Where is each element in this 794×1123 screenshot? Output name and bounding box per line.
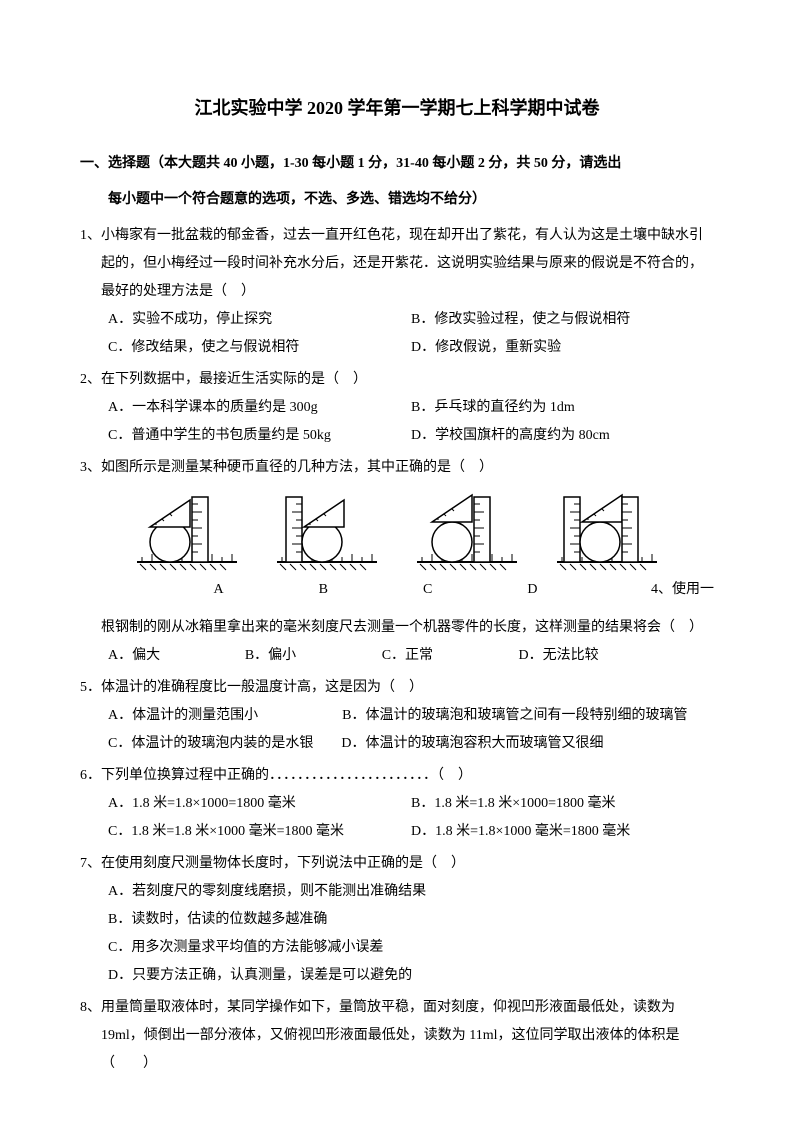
q7-body: 在使用刻度尺测量物体长度时，下列说法中正确的是（ ） [101, 856, 465, 871]
q3-label-A: A [214, 576, 224, 604]
q5-optD: D．体温计的玻璃泡容积大而玻璃管又很细 [341, 736, 603, 751]
q5-optCD: C．体温计的玻璃泡内装的是水银 D．体温计的玻璃泡容积大而玻璃管又很细 [80, 730, 714, 758]
q5-num: 5． [80, 680, 101, 695]
question-7: 7、在使用刻度尺测量物体长度时，下列说法中正确的是（ ） A．若刻度尺的零刻度线… [80, 850, 714, 990]
q1-optB: B．修改实验过程，使之与假说相符 [411, 306, 714, 334]
q2-body: 在下列数据中，最接近生活实际的是（ ） [101, 372, 367, 387]
q4-prefix-text: 使用一 [672, 582, 714, 597]
q2-num: 2、 [80, 372, 101, 387]
q3-label-B: B [319, 576, 328, 604]
q2-optA: A．一本科学课本的质量约是 300g [108, 394, 411, 422]
q5-body: 体温计的准确程度比一般温度计高，这是因为（ ） [101, 680, 423, 695]
diagram-D [552, 492, 662, 572]
q2-text: 2、在下列数据中，最接近生活实际的是（ ） [80, 366, 714, 394]
question-5: 5．体温计的准确程度比一般温度计高，这是因为（ ） A．体温计的测量范围小 B．… [80, 674, 714, 758]
q3-label-C: C [423, 576, 432, 604]
q7-optC: C．用多次测量求平均值的方法能够减小误差 [80, 934, 714, 962]
q5-text: 5．体温计的准确程度比一般温度计高，这是因为（ ） [80, 674, 714, 702]
q5-optC: C．体温计的玻璃泡内装的是水银 [108, 736, 313, 751]
q6-optC: C．1.8 米=1.8 米×1000 毫米=1800 毫米 [108, 818, 411, 846]
q1-num: 1、 [80, 228, 101, 243]
q7-optD: D．只要方法正确，认真测量，误差是可以避免的 [80, 962, 714, 990]
q4-optD: D．无法比较 [519, 642, 714, 670]
question-8: 8、用量筒量取液体时，某同学操作如下，量筒放平稳，面对刻度，仰视凹形液面最低处，… [80, 994, 714, 1078]
section-header-line1: 一、选择题（本大题共 40 小题，1-30 每小题 1 分，31-40 每小题 … [80, 150, 714, 178]
q4-optB: B．偏小 [245, 642, 382, 670]
q7-optB: B．读数时，估读的位数越多越准确 [80, 906, 714, 934]
page-title: 江北实验中学 2020 学年第一学期七上科学期中试卷 [80, 90, 714, 126]
q5-optA: A．体温计的测量范围小 [108, 708, 258, 723]
q1-optD: D．修改假说，重新实验 [411, 334, 714, 362]
q7-optA: A．若刻度尺的零刻度线磨损，则不能测出准确结果 [80, 878, 714, 906]
q6-optD: D．1.8 米=1.8×1000 毫米=1800 毫米 [411, 818, 714, 846]
q8-body: 用量筒量取液体时，某同学操作如下，量筒放平稳，面对刻度，仰视凹形液面最低处，读数… [101, 1000, 680, 1071]
q2-optC: C．普通中学生的书包质量约是 50kg [108, 422, 411, 450]
q8-text: 8、用量筒量取液体时，某同学操作如下，量筒放平稳，面对刻度，仰视凹形液面最低处，… [80, 994, 714, 1078]
q3-labels: A B C D [80, 576, 651, 604]
q1-body: 小梅家有一批盆栽的郁金香，过去一直开红色花，现在却开出了紫花，有人认为这是土壤中… [101, 228, 703, 299]
section-header-line2: 每小题中一个符合题意的选项，不选、多选、错选均不给分） [80, 186, 714, 214]
q3-diagrams [80, 492, 714, 572]
q8-num: 8、 [80, 1000, 101, 1015]
q1-optA: A．实验不成功，停止探究 [108, 306, 411, 334]
q2-optB: B．乒乓球的直径约为 1dm [411, 394, 714, 422]
q1-optC: C．修改结果，使之与假说相符 [108, 334, 411, 362]
q6-text: 6．下列单位换算过程中正确的．．．．．．．．．．．．．．．．．．．．．．．（ ） [80, 762, 714, 790]
diagram-B [272, 492, 382, 572]
q7-num: 7、 [80, 856, 101, 871]
question-2: 2、在下列数据中，最接近生活实际的是（ ） A．一本科学课本的质量约是 300g… [80, 366, 714, 450]
question-6: 6．下列单位换算过程中正确的．．．．．．．．．．．．．．．．．．．．．．．（ ）… [80, 762, 714, 846]
q3-num: 3、 [80, 460, 101, 475]
question-4: 根钢制的刚从冰箱里拿出来的毫米刻度尺去测量一个机器零件的长度，这样测量的结果将会… [80, 614, 714, 670]
q2-optD: D．学校国旗杆的高度约为 80cm [411, 422, 714, 450]
q7-text: 7、在使用刻度尺测量物体长度时，下列说法中正确的是（ ） [80, 850, 714, 878]
q3-text: 3、如图所示是测量某种硬币直径的几种方法，其中正确的是（ ） [80, 454, 714, 482]
q5-optAB: A．体温计的测量范围小 B．体温计的玻璃泡和玻璃管之间有一段特别细的玻璃管 [80, 702, 714, 730]
q4-optC: C．正常 [382, 642, 519, 670]
q6-optB: B．1.8 米=1.8 米×1000=1800 毫米 [411, 790, 714, 818]
q6-body: 下列单位换算过程中正确的．．．．．．．．．．．．．．．．．．．．．．．（ ） [101, 768, 472, 783]
q3-label-D: D [527, 576, 537, 604]
q3-body: 如图所示是测量某种硬币直径的几种方法，其中正确的是（ ） [101, 460, 493, 475]
diagram-C [412, 492, 522, 572]
q4-num: 4、 [651, 582, 672, 597]
question-1: 1、小梅家有一批盆栽的郁金香，过去一直开红色花，现在却开出了紫花，有人认为这是土… [80, 222, 714, 362]
q4-optA: A．偏大 [108, 642, 245, 670]
q6-optA: A．1.8 米=1.8×1000=1800 毫米 [108, 790, 411, 818]
question-3: 3、如图所示是测量某种硬币直径的几种方法，其中正确的是（ ） [80, 454, 714, 610]
q4-text: 根钢制的刚从冰箱里拿出来的毫米刻度尺去测量一个机器零件的长度，这样测量的结果将会… [80, 614, 714, 642]
q4-prefix: 4、使用一 [651, 576, 714, 604]
q6-num: 6． [80, 768, 101, 783]
q5-optB: B．体温计的玻璃泡和玻璃管之间有一段特别细的玻璃管 [342, 708, 687, 723]
diagram-A [132, 492, 242, 572]
q1-text: 1、小梅家有一批盆栽的郁金香，过去一直开红色花，现在却开出了紫花，有人认为这是土… [80, 222, 714, 306]
